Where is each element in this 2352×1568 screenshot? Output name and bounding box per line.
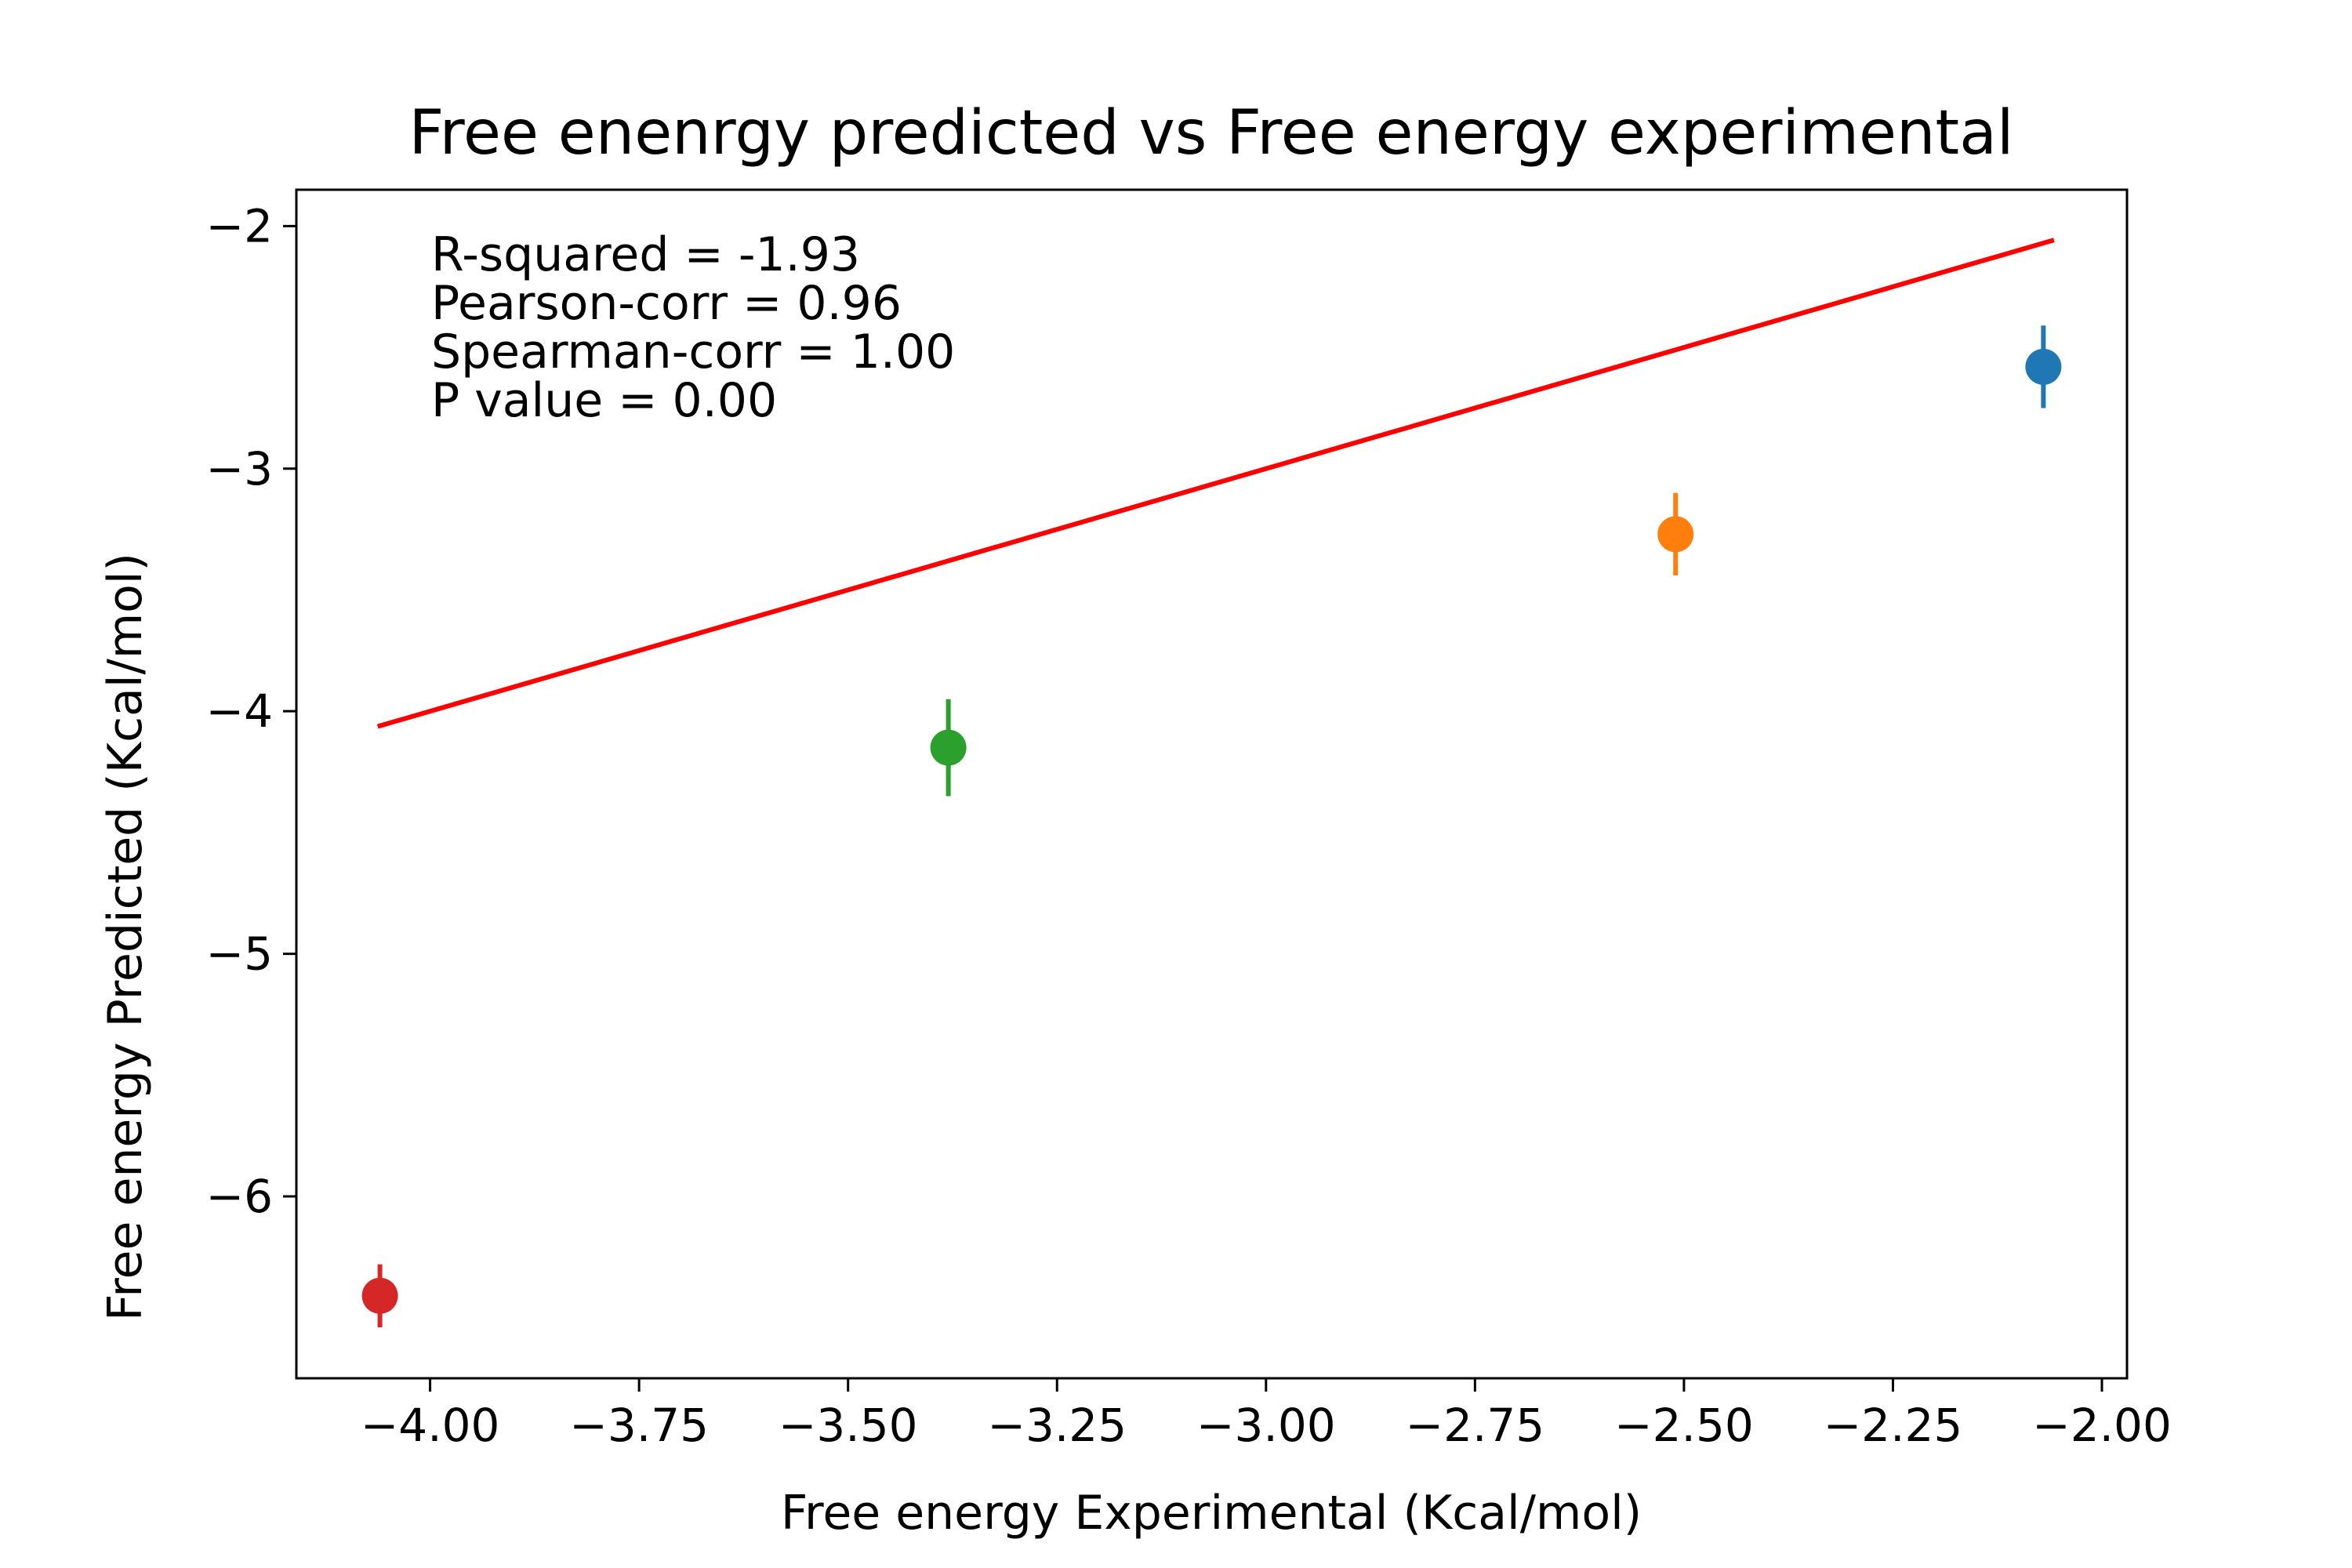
data-point [930, 729, 967, 766]
spearman-corr-text: Spearman-corr = 1.00 [431, 325, 955, 379]
x-tick-label: −2.25 [1824, 1399, 1963, 1452]
y-tick-label: −4 [206, 684, 274, 738]
y-tick-label: −5 [206, 927, 274, 981]
x-tick-label: −4.00 [361, 1399, 500, 1452]
y-tick-label: −2 [206, 199, 274, 252]
x-tick-label: −2.50 [1614, 1399, 1754, 1452]
fit-line [376, 238, 2055, 729]
stats-annotation: R-squared = -1.93 Pearson-corr = 0.96 Sp… [431, 227, 955, 428]
x-tick-label: −2.75 [1405, 1399, 1544, 1452]
y-tick-label: −6 [206, 1170, 274, 1223]
y-axis-label: Free energy Predicted (Kcal/mol) [98, 553, 153, 1321]
x-axis-label: Free energy Experimental (Kcal/mol) [781, 1486, 1642, 1541]
x-tick-label: −3.25 [987, 1399, 1127, 1452]
plot-frame [295, 188, 2129, 1380]
data-point [1657, 516, 1694, 553]
data-point [361, 1277, 398, 1314]
p-value-text: P value = 0.00 [431, 373, 777, 428]
x-tick-label: −2.00 [2032, 1399, 2172, 1452]
x-tick-label: −3.00 [1196, 1399, 1336, 1452]
y-tick-label: −3 [206, 442, 274, 495]
pearson-corr-text: Pearson-corr = 0.96 [431, 276, 902, 331]
x-tick-label: −3.50 [779, 1399, 918, 1452]
plot-area: −4.00 −3.75 −3.50 −3.25 −3.00 −2.75 −2.50 −2.25… [206, 199, 2172, 1452]
r-squared-text: R-squared = -1.93 [431, 227, 860, 282]
data-point [2025, 348, 2062, 385]
x-tick-label: −3.75 [569, 1399, 709, 1452]
chart-title: Free enenrgy predicted vs Free energy ex… [408, 98, 2013, 169]
